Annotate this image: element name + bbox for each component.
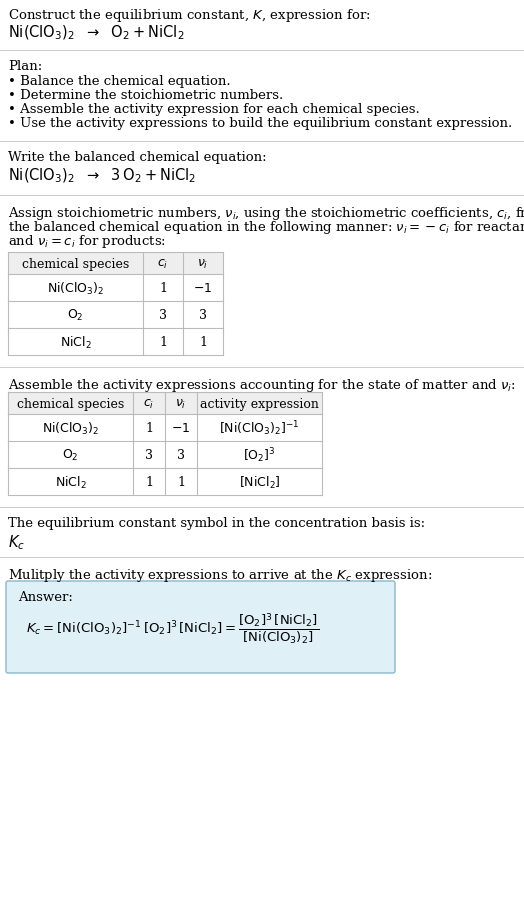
Text: $[\mathrm{O_2}]^3$: $[\mathrm{O_2}]^3$	[243, 446, 276, 465]
Text: and $\nu_i = c_i$ for products:: and $\nu_i = c_i$ for products:	[8, 233, 166, 250]
Text: activity expression: activity expression	[200, 397, 319, 411]
Text: $\mathrm{Ni(ClO_3)_2}$  $\rightarrow$  $\mathrm{3\,O_2 + NiCl_2}$: $\mathrm{Ni(ClO_3)_2}$ $\rightarrow$ $\m…	[8, 167, 196, 186]
Text: $K_c$: $K_c$	[8, 533, 25, 552]
Text: $\mathrm{NiCl_2}$: $\mathrm{NiCl_2}$	[60, 335, 91, 351]
Text: • Use the activity expressions to build the equilibrium constant expression.: • Use the activity expressions to build …	[8, 117, 512, 130]
Text: 3: 3	[177, 449, 185, 462]
Text: $\mathrm{Ni(ClO_3)_2}$: $\mathrm{Ni(ClO_3)_2}$	[42, 421, 99, 437]
Text: $K_c = [\mathrm{Ni(ClO_3)_2}]^{-1}\,[\mathrm{O_2}]^3\,[\mathrm{NiCl_2}] = \dfrac: $K_c = [\mathrm{Ni(ClO_3)_2}]^{-1}\,[\ma…	[26, 611, 319, 646]
Text: • Assemble the activity expression for each chemical species.: • Assemble the activity expression for e…	[8, 103, 420, 116]
Text: • Determine the stoichiometric numbers.: • Determine the stoichiometric numbers.	[8, 89, 283, 102]
FancyBboxPatch shape	[6, 581, 395, 673]
Text: $c_i$: $c_i$	[157, 257, 169, 271]
Text: Assemble the activity expressions accounting for the state of matter and $\nu_i$: Assemble the activity expressions accoun…	[8, 377, 516, 394]
Text: 3: 3	[199, 309, 207, 322]
Text: chemical species: chemical species	[17, 397, 124, 411]
Text: 1: 1	[159, 336, 167, 349]
Bar	[8, 392, 322, 414]
Text: $\nu_i$: $\nu_i$	[198, 257, 209, 271]
Text: chemical species: chemical species	[22, 257, 129, 271]
Text: 1: 1	[177, 476, 185, 489]
Text: $-1$: $-1$	[171, 422, 191, 435]
Text: • Balance the chemical equation.: • Balance the chemical equation.	[8, 75, 231, 88]
Text: $[\mathrm{Ni(ClO_3)_2}]^{-1}$: $[\mathrm{Ni(ClO_3)_2}]^{-1}$	[219, 419, 300, 438]
Text: $\mathrm{O_2}$: $\mathrm{O_2}$	[67, 308, 84, 323]
Text: Plan:: Plan:	[8, 60, 42, 73]
Text: 3: 3	[145, 449, 153, 462]
Text: 1: 1	[159, 282, 167, 295]
Text: $[\mathrm{NiCl_2}]$: $[\mathrm{NiCl_2}]$	[238, 475, 280, 491]
Text: Construct the equilibrium constant, $K$, expression for:: Construct the equilibrium constant, $K$,…	[8, 7, 370, 24]
Text: Mulitply the activity expressions to arrive at the $K_c$ expression:: Mulitply the activity expressions to arr…	[8, 567, 432, 584]
Text: $\mathrm{Ni(ClO_3)_2}$: $\mathrm{Ni(ClO_3)_2}$	[47, 281, 104, 297]
Text: 1: 1	[145, 476, 153, 489]
Text: $\mathrm{NiCl_2}$: $\mathrm{NiCl_2}$	[54, 475, 86, 491]
Bar	[8, 252, 223, 274]
Text: 3: 3	[159, 309, 167, 322]
Text: The equilibrium constant symbol in the concentration basis is:: The equilibrium constant symbol in the c…	[8, 517, 425, 530]
Text: $-1$: $-1$	[193, 282, 213, 295]
Text: $\nu_i$: $\nu_i$	[176, 397, 187, 411]
Text: the balanced chemical equation in the following manner: $\nu_i = -c_i$ for react: the balanced chemical equation in the fo…	[8, 219, 524, 236]
Text: Answer:: Answer:	[18, 591, 73, 604]
Text: $\mathrm{O_2}$: $\mathrm{O_2}$	[62, 448, 79, 463]
Text: 1: 1	[199, 336, 207, 349]
Text: $\mathrm{Ni(ClO_3)_2}$  $\rightarrow$  $\mathrm{O_2 + NiCl_2}$: $\mathrm{Ni(ClO_3)_2}$ $\rightarrow$ $\m…	[8, 24, 184, 42]
Text: 1: 1	[145, 422, 153, 435]
Text: Assign stoichiometric numbers, $\nu_i$, using the stoichiometric coefficients, $: Assign stoichiometric numbers, $\nu_i$, …	[8, 205, 524, 222]
Text: $c_i$: $c_i$	[144, 397, 155, 411]
Text: Write the balanced chemical equation:: Write the balanced chemical equation:	[8, 151, 267, 164]
